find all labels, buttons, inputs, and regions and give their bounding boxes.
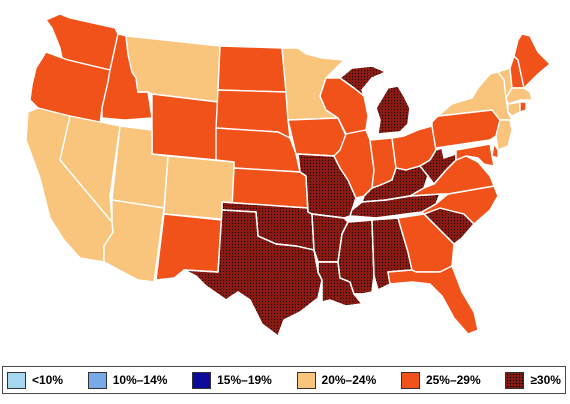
legend-label-15-19: 15%–19%: [217, 373, 272, 387]
state-FL: [387, 265, 479, 335]
state-WY: [151, 93, 219, 161]
state-NC: [421, 185, 499, 225]
legend-label-20-24: 20%–24%: [321, 373, 377, 387]
legend-item-20-24: 20%–24%: [296, 371, 377, 389]
state-IA: [287, 117, 347, 157]
legend-label-10-14: 10%–14%: [112, 373, 168, 387]
state-RI: [519, 101, 527, 113]
legend-swatch-10-14: [87, 371, 107, 389]
legend-swatch-gte30: [505, 371, 525, 389]
legend-item-lt10: <10%: [7, 371, 64, 389]
legend-item-10-14: 10%–14%: [87, 371, 168, 389]
state-CT: [507, 101, 521, 117]
legend-item-15-19: 15%–19%: [192, 371, 272, 389]
choropleth-map: [25, 13, 551, 337]
state-NJ: [495, 119, 513, 151]
legend-swatch-25-29: [400, 371, 420, 389]
state-TX-dot-pattern: [183, 209, 323, 337]
state-DE: [491, 143, 499, 159]
state-ND: [217, 45, 287, 93]
state-NV: [59, 115, 121, 223]
state-MD: [455, 143, 495, 167]
legend-label-lt10: <10%: [32, 373, 64, 387]
legend-swatch-lt10: [7, 371, 26, 389]
legend-label-25-29: 25%–29%: [425, 373, 481, 387]
legend: <10% 10%–14% 15%–19% 20%–24% 25%–29% ≥30…: [2, 366, 566, 394]
state-AZ: [103, 199, 165, 283]
legend-swatch-20-24: [296, 371, 316, 389]
legend-item-25-29: 25%–29%: [400, 371, 481, 389]
state-ME: [513, 33, 551, 89]
state-MI-dot-pattern: [339, 65, 411, 135]
state-IL: [333, 129, 375, 199]
us-states-map: [25, 13, 551, 337]
legend-item-gte30: ≥30%: [505, 371, 561, 389]
legend-swatch-15-19: [192, 371, 212, 389]
state-TN-dot-pattern: [349, 193, 441, 219]
state-MT: [125, 35, 221, 103]
legend-label-gte30: ≥30%: [530, 373, 561, 387]
